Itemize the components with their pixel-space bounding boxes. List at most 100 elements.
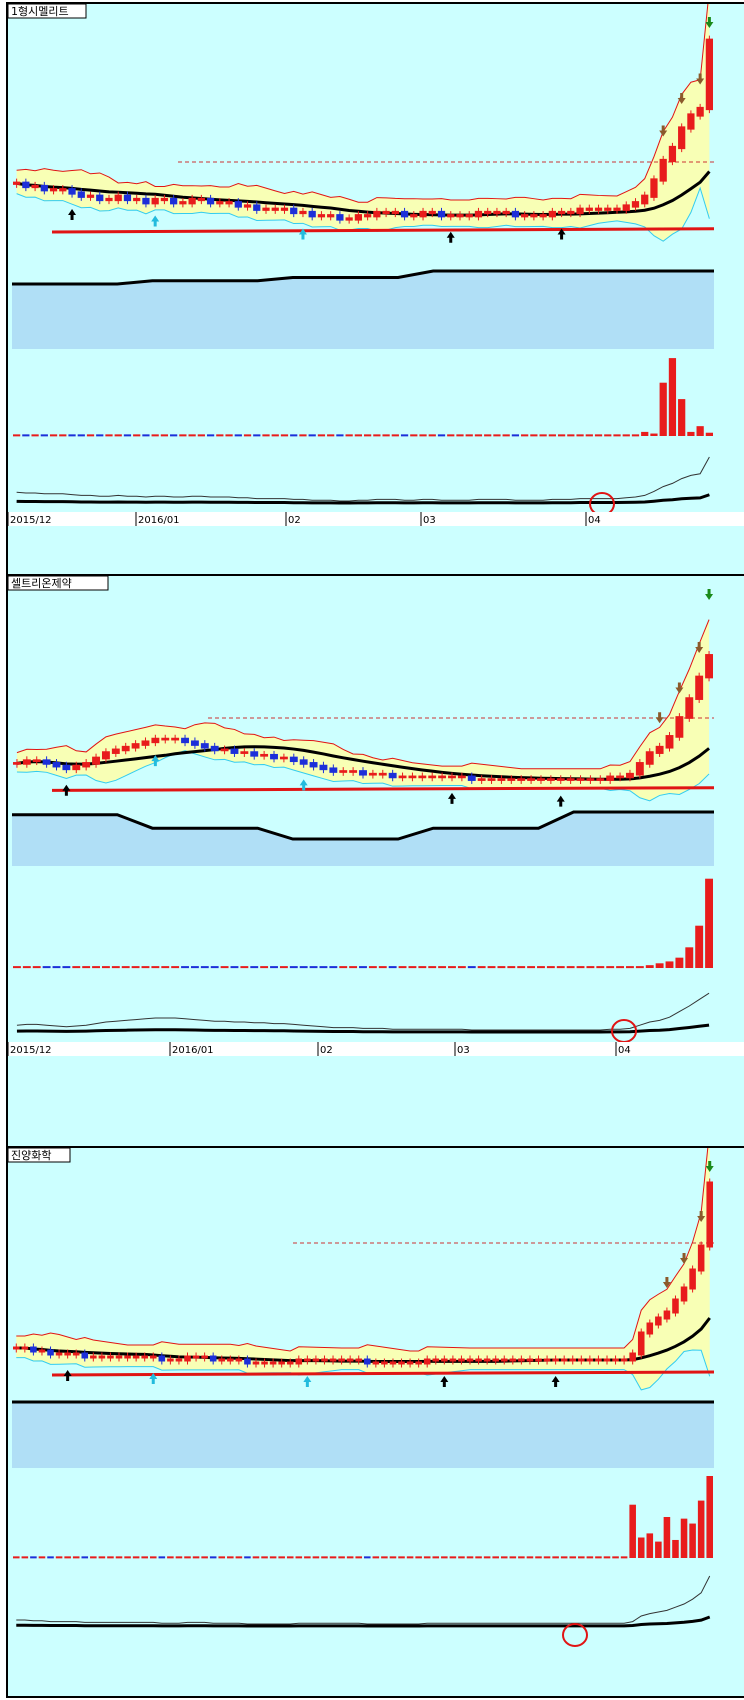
volume-bar bbox=[270, 966, 278, 969]
candle bbox=[645, 751, 654, 765]
x-axis: 2015/12 2016/01 02 03 04 bbox=[7, 1042, 744, 1056]
candle bbox=[225, 201, 233, 205]
volume-bar bbox=[655, 963, 664, 968]
candle bbox=[400, 210, 409, 218]
candle bbox=[680, 1286, 688, 1302]
candle bbox=[355, 1358, 362, 1362]
band-lower bbox=[16, 1349, 711, 1391]
candle bbox=[72, 764, 81, 771]
volume-bar bbox=[123, 434, 132, 437]
volume-bar bbox=[368, 966, 377, 969]
buy-signal-arrow bbox=[299, 779, 308, 791]
volume-bars bbox=[13, 1476, 713, 1559]
volume-bar bbox=[308, 434, 316, 437]
volume-bar bbox=[705, 878, 713, 968]
volume-bar bbox=[309, 966, 318, 969]
candle bbox=[517, 778, 526, 781]
volume-bar bbox=[161, 966, 170, 969]
candle bbox=[244, 1358, 251, 1365]
candle bbox=[372, 1361, 380, 1365]
volume-bar bbox=[645, 965, 654, 968]
volume-bar bbox=[32, 966, 41, 969]
candles bbox=[13, 35, 713, 224]
indicator-pane bbox=[16, 1575, 711, 1647]
chart-title-group: 1형시멜리트 bbox=[7, 3, 87, 19]
candle bbox=[253, 204, 261, 211]
volume-bar bbox=[596, 966, 605, 969]
volume-bar bbox=[304, 1556, 311, 1559]
indicator-line-thick bbox=[16, 1023, 710, 1034]
candle bbox=[68, 188, 76, 195]
volume-bar bbox=[22, 434, 30, 437]
x-tick-label: 02 bbox=[320, 1045, 333, 1056]
volume-bar bbox=[706, 1476, 713, 1558]
x-tick-label: 2015/12 bbox=[10, 1045, 52, 1056]
candle bbox=[31, 184, 39, 189]
volume-bar bbox=[160, 434, 169, 437]
candle bbox=[388, 772, 397, 779]
volume-bar bbox=[86, 434, 95, 437]
candle bbox=[181, 737, 189, 744]
candle bbox=[299, 210, 307, 215]
candle bbox=[594, 207, 603, 211]
volume-bar bbox=[552, 1556, 559, 1559]
candle bbox=[354, 214, 362, 221]
lower-envelope bbox=[12, 810, 714, 841]
candle bbox=[543, 1358, 551, 1362]
candle bbox=[586, 1358, 594, 1362]
chart-title-box bbox=[7, 3, 87, 19]
candle bbox=[578, 1358, 585, 1362]
candle bbox=[101, 751, 110, 760]
x-axis-bg bbox=[8, 1042, 744, 1056]
peak-signal-arrow bbox=[705, 1161, 714, 1172]
candle bbox=[338, 1358, 345, 1362]
volume-bar bbox=[398, 1556, 405, 1559]
volume-bar bbox=[672, 1539, 679, 1558]
candle bbox=[612, 1358, 619, 1362]
volume-bar bbox=[72, 1556, 80, 1559]
candle bbox=[22, 759, 31, 765]
candle bbox=[576, 207, 584, 215]
lower-envelope bbox=[12, 269, 714, 286]
volume-bar bbox=[269, 1556, 277, 1559]
volume-bar bbox=[466, 1556, 474, 1559]
candle bbox=[142, 197, 150, 205]
candle bbox=[22, 181, 30, 189]
volume-bar bbox=[201, 1556, 208, 1559]
volume-bar bbox=[339, 966, 348, 969]
candle bbox=[290, 207, 298, 215]
chart-svg-2: 셀트리온제약 2015/12 2016/01 02 03 04 bbox=[7, 575, 744, 1056]
candle bbox=[190, 740, 199, 746]
candle bbox=[567, 210, 575, 215]
volume-bar bbox=[576, 966, 585, 969]
volume-bar bbox=[227, 1556, 234, 1559]
candle bbox=[30, 1346, 37, 1353]
candle bbox=[295, 1358, 303, 1365]
sell-signal-arrow bbox=[697, 1211, 706, 1222]
volume-bar bbox=[364, 434, 372, 437]
candle bbox=[603, 1358, 611, 1362]
volume-bar bbox=[418, 966, 427, 969]
volume-bar bbox=[13, 1556, 20, 1559]
candle bbox=[167, 1358, 174, 1362]
volume-bars bbox=[13, 878, 713, 969]
candle bbox=[509, 1358, 517, 1362]
volume-bar bbox=[62, 966, 71, 969]
volume-bar bbox=[47, 1556, 54, 1559]
candle bbox=[230, 748, 239, 754]
volume-bar bbox=[240, 966, 249, 969]
candle bbox=[556, 778, 565, 781]
volume-bar bbox=[167, 1556, 174, 1559]
volume-bar bbox=[271, 434, 279, 437]
volume-bar bbox=[604, 434, 612, 437]
volume-bar bbox=[101, 966, 110, 969]
volume-bar bbox=[616, 966, 625, 969]
candle bbox=[209, 1355, 217, 1362]
candle bbox=[438, 775, 447, 779]
volume-bar bbox=[299, 434, 307, 437]
volume-bar bbox=[635, 966, 644, 969]
volume-bar bbox=[253, 434, 261, 437]
candle bbox=[678, 126, 686, 150]
volume-bar bbox=[388, 966, 397, 969]
candle bbox=[432, 1358, 440, 1362]
